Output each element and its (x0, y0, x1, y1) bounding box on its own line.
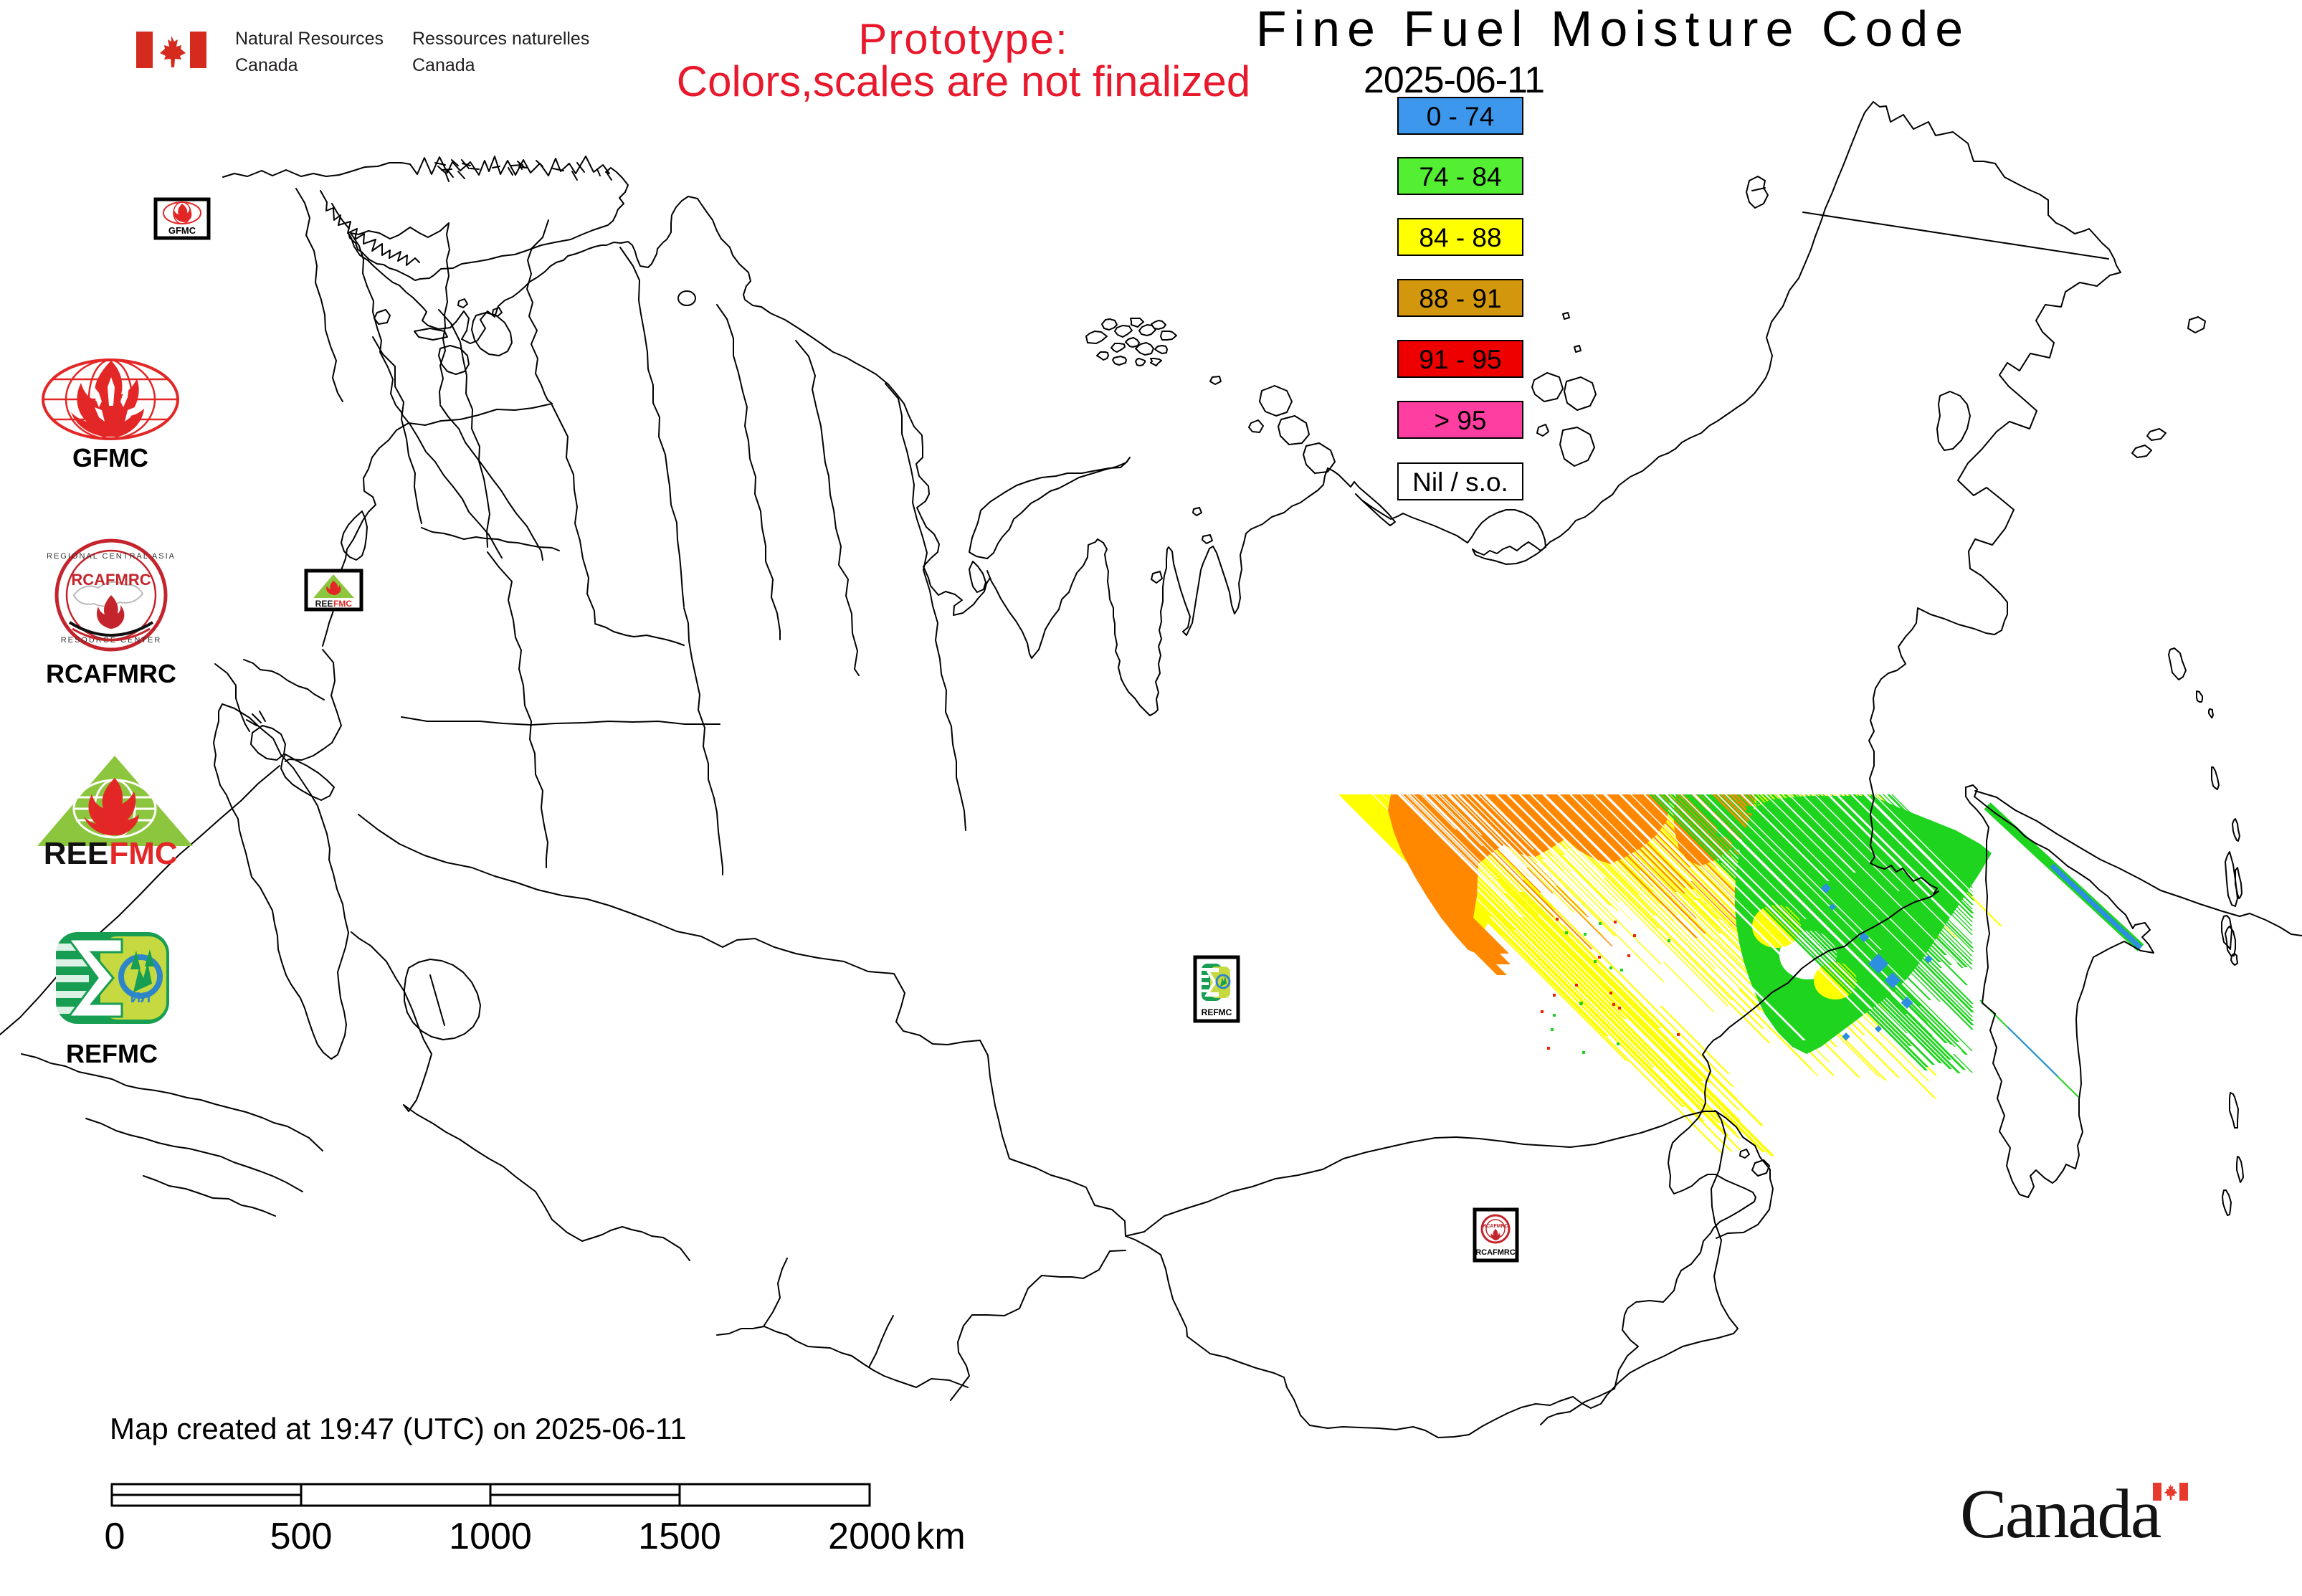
svg-text:RCAFMRC: RCAFMRC (71, 571, 151, 589)
svg-text:Canada: Canada (1960, 1476, 2161, 1553)
svg-text:FMC: FMC (333, 599, 352, 609)
svg-text:Fine Fuel Moisture Code: Fine Fuel Moisture Code (1256, 1, 1970, 57)
svg-text:ИЛ: ИЛ (130, 990, 151, 1006)
svg-text:REFMC: REFMC (66, 1039, 158, 1068)
svg-text:REE: REE (44, 836, 108, 871)
svg-text:84 - 88: 84 - 88 (1419, 223, 1501, 252)
svg-text:74 - 84: 74 - 84 (1419, 162, 1501, 191)
svg-text:Natural Resources: Natural Resources (235, 29, 384, 49)
svg-text:FMC: FMC (109, 836, 177, 871)
svg-text:REFMC: REFMC (1202, 1007, 1232, 1017)
svg-text:km: km (915, 1516, 965, 1557)
svg-text:Map created at 19:47 (UTC) on: Map created at 19:47 (UTC) on 2025-06-11 (110, 1412, 687, 1445)
svg-text:Colors,scales are not finalize: Colors,scales are not finalized (677, 57, 1250, 105)
svg-text:Prototype:: Prototype: (858, 15, 1069, 63)
svg-text:Ressources naturelles: Ressources naturelles (412, 29, 589, 49)
svg-text:REE: REE (315, 599, 333, 609)
svg-text:0: 0 (105, 1516, 125, 1557)
svg-text:RCAFMRC: RCAFMRC (1483, 1224, 1508, 1229)
svg-text:88 - 91: 88 - 91 (1419, 284, 1501, 313)
svg-text:Canada: Canada (412, 55, 475, 75)
svg-text:500: 500 (270, 1516, 333, 1557)
svg-text:1000: 1000 (449, 1516, 532, 1557)
svg-text:GFMC: GFMC (72, 443, 148, 472)
svg-text:1500: 1500 (638, 1516, 721, 1557)
svg-text:Nil / s.o.: Nil / s.o. (1412, 467, 1508, 497)
svg-text:91 - 95: 91 - 95 (1419, 345, 1501, 374)
svg-text:Canada: Canada (235, 55, 298, 75)
svg-text:2000: 2000 (828, 1516, 911, 1557)
svg-text:> 95: > 95 (1434, 406, 1486, 435)
svg-text:RCAFMRC: RCAFMRC (46, 659, 176, 688)
svg-text:2025-06-11: 2025-06-11 (1364, 60, 1544, 101)
svg-text:RCAFMRC: RCAFMRC (1475, 1248, 1516, 1257)
svg-text:GFMC: GFMC (168, 225, 196, 236)
svg-text:REGIONAL CENTRAL ASIA: REGIONAL CENTRAL ASIA (47, 552, 176, 561)
svg-text:0 - 74: 0 - 74 (1427, 102, 1495, 131)
